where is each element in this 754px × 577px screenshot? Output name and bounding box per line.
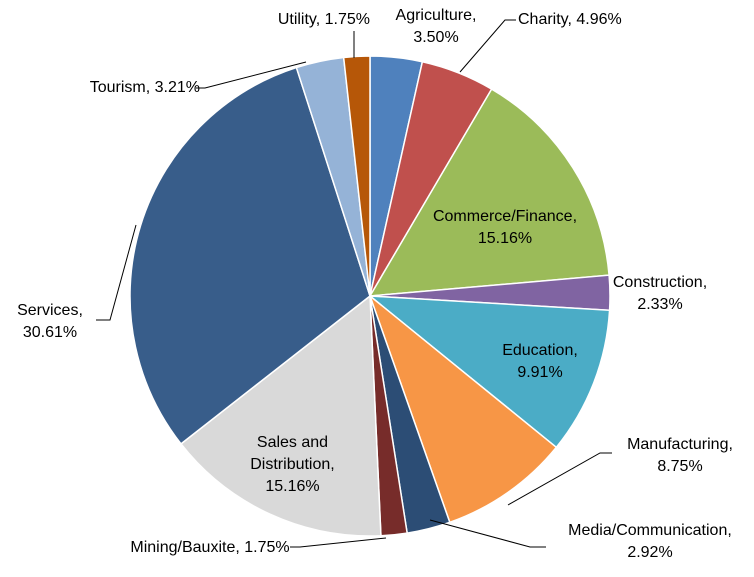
label-separator: , [572, 208, 578, 225]
label-category: Tourism [89, 79, 146, 96]
label-separator: , [78, 302, 83, 319]
leader-line [507, 452, 612, 506]
label-separator: , [567, 11, 577, 28]
data-label: Agriculture, 3.50% [381, 5, 491, 49]
label-value: 1.75% [324, 11, 370, 28]
label-category: Manufacturing [627, 436, 729, 453]
label-value: 15.16% [477, 230, 533, 247]
label-value: 15.16% [265, 478, 320, 495]
label-category: Commerce/Finance [432, 208, 573, 225]
label-category: Charity [518, 11, 568, 28]
label-separator: , [235, 539, 245, 556]
label-separator: , [145, 79, 155, 96]
pie-slice [129, 66, 371, 445]
label-separator: , [728, 436, 733, 453]
label-category: Agriculture [395, 7, 473, 24]
label-separator: , [573, 342, 578, 359]
label-category: Media/Communication [568, 522, 728, 539]
data-label: Construction, 2.33% [605, 272, 715, 316]
data-label: Media/Communication, 2.92% [545, 520, 754, 564]
leader-line [459, 19, 516, 73]
leader-line [196, 61, 307, 89]
label-category: Services [17, 302, 79, 319]
label-value: 3.21% [154, 79, 200, 96]
data-label: Services, 30.61% [0, 300, 100, 344]
data-label: Sales and Distribution, 15.16% [240, 432, 345, 498]
label-value: 8.75% [657, 458, 703, 475]
data-label: Education, 9.91% [480, 340, 600, 384]
pie-slice [368, 293, 558, 524]
data-label: Commerce/Finance, 15.16% [410, 206, 600, 250]
pie-slice [342, 55, 371, 297]
data-label: Manufacturing, 8.75% [610, 434, 750, 478]
data-label: Charity, 4.96% [518, 9, 678, 31]
label-category: Mining/Bauxite [130, 539, 236, 556]
label-value: 3.50% [413, 29, 459, 46]
label-value: 2.92% [627, 544, 673, 561]
label-value: 9.91% [517, 364, 563, 381]
label-value: 2.33% [637, 296, 683, 313]
leader-line [96, 224, 137, 321]
data-label: Tourism, 3.21% [20, 77, 200, 99]
label-separator: , [330, 456, 335, 473]
label-value: 1.75% [244, 539, 290, 556]
data-label: Mining/Bauxite, 1.75% [130, 537, 290, 559]
data-label: Utility, 1.75% [230, 9, 370, 31]
leader-line [290, 537, 387, 548]
label-value: 4.96% [576, 11, 622, 28]
label-separator: , [472, 7, 477, 24]
label-separator: , [702, 274, 708, 291]
label-value: 30.61% [22, 324, 78, 341]
label-separator: , [315, 11, 325, 28]
pie-slice [368, 88, 610, 297]
label-category: Construction [612, 274, 703, 291]
pie-slice [367, 295, 611, 449]
label-category: Utility [277, 11, 316, 28]
label-separator: , [727, 522, 732, 539]
label-category: Education [502, 342, 574, 359]
leader-line [429, 519, 546, 548]
label-category: Sales and Distribution [250, 434, 331, 473]
pie-slice [179, 294, 382, 537]
